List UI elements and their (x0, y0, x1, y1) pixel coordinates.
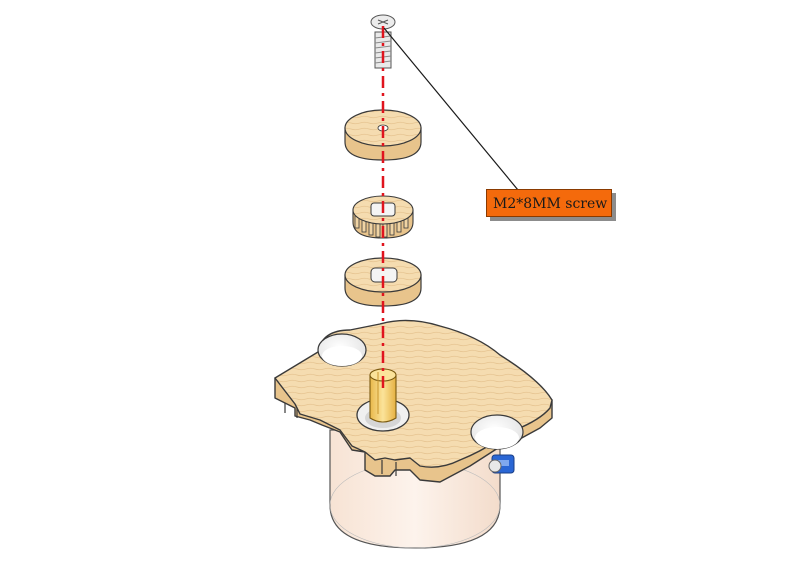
screw-icon (370, 14, 396, 69)
callout-leader-line (383, 27, 519, 191)
mount-knob-icon (470, 414, 524, 450)
bottom-washer (344, 257, 422, 307)
motor-mount-plate (274, 319, 553, 483)
screw-callout-label: M2*8MM screw (486, 189, 612, 217)
mount-knob-icon (317, 333, 367, 367)
